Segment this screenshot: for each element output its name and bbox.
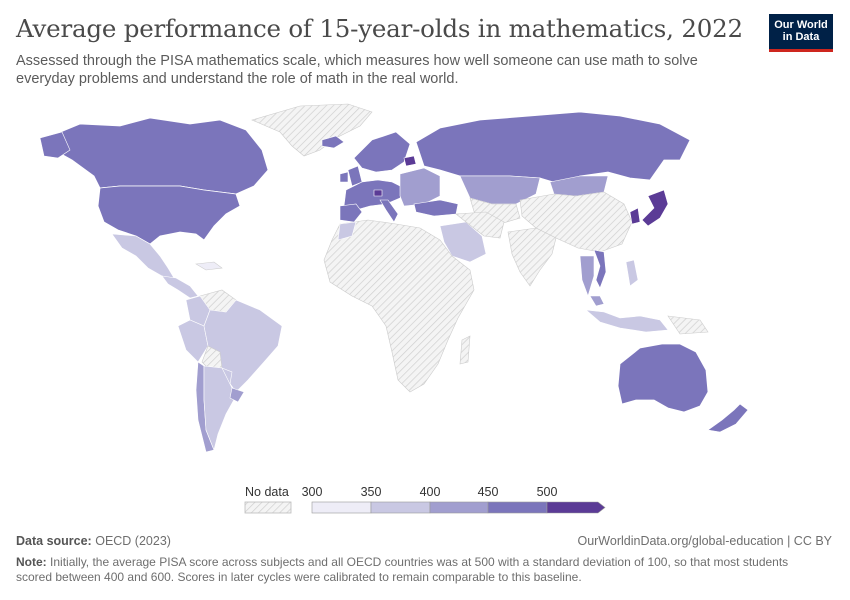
region-iran-iraq[interactable] [455,211,505,239]
legend-tick-450: 450 [478,485,499,499]
legend-bin-350-400 [370,501,431,514]
country-ireland[interactable] [339,171,349,183]
country-peru[interactable] [177,319,209,363]
country-iberia[interactable] [339,203,363,223]
region-scandinavia[interactable] [353,131,411,173]
legend-bin-400-450 [429,501,489,514]
country-mexico[interactable] [111,233,175,279]
footnote: Note: Initially, the average PISA score … [16,555,816,585]
data-source-value[interactable]: OECD (2023) [95,534,171,548]
data-source-label: Data source: [16,534,92,548]
legend-tick-500: 500 [537,485,558,499]
country-indonesia[interactable] [585,309,669,333]
country-russia[interactable] [415,111,691,185]
country-vietnam[interactable] [593,249,607,289]
country-uruguay[interactable] [229,387,245,403]
country-usa-alaska[interactable] [39,131,71,159]
legend-no-data-swatch [244,501,292,514]
footnote-label: Note: [16,555,47,569]
country-dominican-republic[interactable] [195,261,223,271]
chart-title: Average performance of 15-year-olds in m… [16,14,743,43]
country-morocco[interactable] [337,221,357,241]
region-eastern-europe[interactable] [399,167,441,207]
legend-tick-350: 350 [361,485,382,499]
data-source: Data source: OECD (2023) [16,534,171,548]
source-url[interactable]: OurWorldinData.org/global-education | CC… [577,534,832,548]
country-usa[interactable] [97,185,241,245]
country-south-korea[interactable] [629,207,641,225]
world-map[interactable] [0,95,850,475]
country-madagascar[interactable] [459,335,471,365]
country-japan[interactable] [641,189,669,227]
legend-bin-500-plus [546,501,606,514]
country-switzerland[interactable] [373,189,383,197]
logo-line-2: in Data [782,31,820,43]
country-estonia[interactable] [403,155,417,167]
country-australia[interactable] [617,343,709,413]
country-india[interactable] [507,227,557,287]
country-argentina[interactable] [203,365,237,451]
owid-logo[interactable]: Our World in Data [769,14,833,52]
country-new-zealand[interactable] [707,403,749,433]
country-thailand[interactable] [579,255,595,297]
footnote-text: Initially, the average PISA score across… [16,555,789,584]
legend-tick-300: 300 [302,485,323,499]
legend-bin-450-500 [487,501,548,514]
country-iceland[interactable] [321,135,345,149]
country-malaysia[interactable] [589,295,605,307]
country-papua[interactable] [667,315,709,335]
country-canada[interactable] [45,117,269,195]
legend-tick-400: 400 [420,485,441,499]
country-italy[interactable] [379,199,399,223]
logo-line-1: Our World [774,19,828,31]
region-central-america[interactable] [161,275,199,299]
legend-bin-300-350 [311,501,372,514]
country-philippines[interactable] [625,259,639,287]
chart-subtitle: Assessed through the PISA mathematics sc… [16,53,698,87]
region-africa[interactable] [323,219,475,393]
legend-no-data-label: No data [245,485,289,499]
country-greenland[interactable] [251,103,373,157]
